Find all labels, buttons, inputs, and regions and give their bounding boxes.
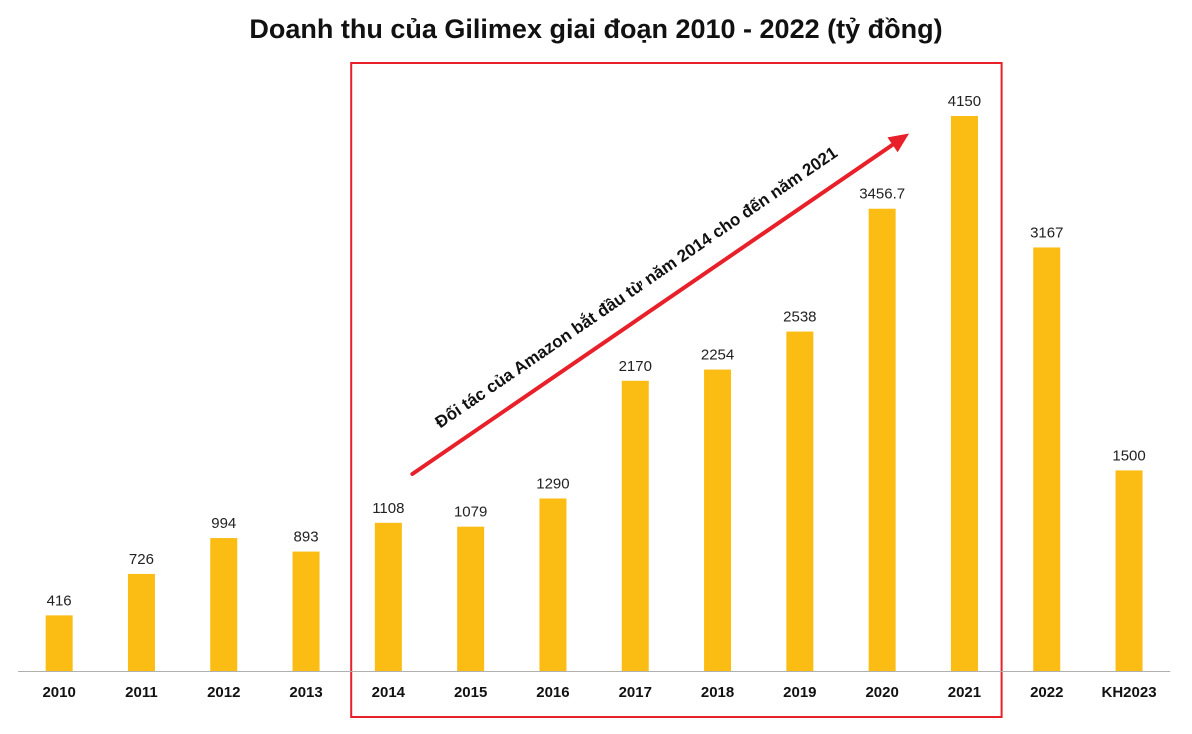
x-tick-label: 2022 [1030,684,1063,701]
bar [292,551,320,671]
bar [210,538,238,671]
bar [950,116,978,671]
data-label: 1500 [1112,447,1145,464]
bar [1115,470,1143,671]
x-tick-label: 2017 [619,684,652,701]
data-label: 2538 [783,309,816,326]
data-label: 2254 [701,347,734,364]
bar [704,369,732,671]
x-tick-label: KH2023 [1102,684,1157,701]
data-label: 1108 [372,500,404,517]
x-tick-label: 2015 [454,684,487,701]
bar [621,380,649,671]
data-label: 3167 [1030,224,1063,241]
data-label: 726 [129,551,154,568]
bar [1033,247,1061,672]
bar [374,522,402,671]
bar [868,208,896,671]
bars-layer [45,116,1143,672]
bar [457,526,485,671]
data-label: 2170 [619,358,652,375]
bar [786,331,814,671]
x-tick-label: 2010 [42,684,75,701]
data-label: 3456.7 [859,186,905,203]
x-tick-label: 2013 [289,684,322,701]
x-tick-label: 2011 [125,684,158,701]
bar [45,615,73,671]
x-tick-label: 2016 [536,684,569,701]
highlight-layer [18,62,1171,718]
trend-arrow-line [410,136,905,476]
x-tick-label: 2018 [701,684,734,701]
annotation-layer: Đối tác của Amazon bắt đầu từ năm 2014 c… [410,133,910,476]
data-label: 1290 [536,475,569,492]
data-label: 416 [47,592,72,609]
x-tick-label: 2012 [207,684,240,701]
data-label: 893 [294,529,319,546]
data-label: 1079 [454,504,487,521]
data-label: 4150 [948,93,981,110]
trend-arrow-head [887,133,910,153]
x-tick-label: 2020 [865,684,898,701]
chart-title: Doanh thu của Gilimex giai đoạn 2010 - 2… [249,14,943,44]
labels-layer: 416 726 994 893 1108 1079 1290 2170 2254 2538 3456… [47,93,1146,609]
bar [539,498,567,671]
ticks-layer: 2010 2011 2012 2013 2014 2015 2016 2017 2018 2019… [42,684,1156,701]
bar [127,573,155,671]
x-tick-label: 2014 [372,684,406,701]
highlight-box [350,62,1003,718]
data-label: 994 [211,515,236,532]
x-tick-label: 2021 [948,684,981,701]
x-tick-label: 2019 [783,684,816,701]
